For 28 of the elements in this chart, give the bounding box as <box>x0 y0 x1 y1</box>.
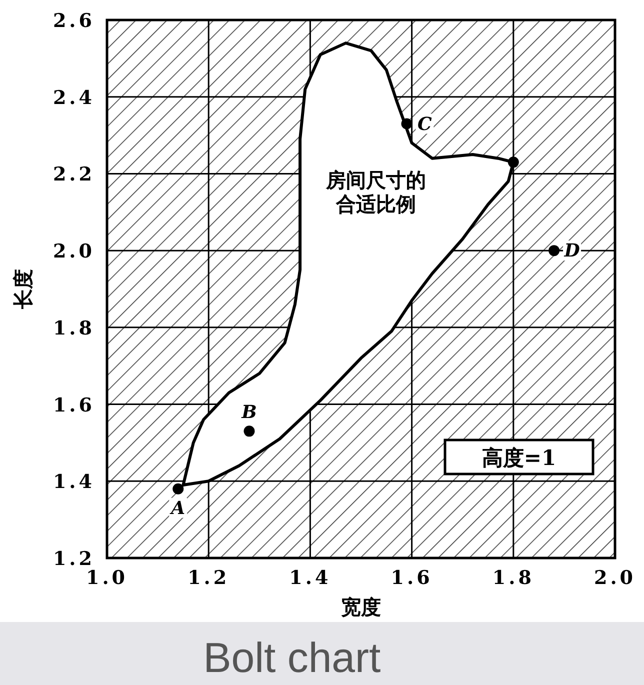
annotation: C <box>418 114 433 135</box>
annotation: A <box>169 498 186 519</box>
y-tick-label: 2.6 <box>52 10 95 32</box>
y-tick-label: 2.2 <box>52 164 95 186</box>
y-axis-title: 长度 <box>11 269 35 310</box>
x-tick-label: 1.0 <box>86 567 128 589</box>
point <box>244 426 255 437</box>
x-tick-label: 2.0 <box>594 567 636 589</box>
y-tick-label: 1.8 <box>52 317 95 340</box>
annotation: 高度=1 <box>482 445 556 470</box>
point <box>401 118 412 130</box>
x-tick-label: 1.8 <box>492 567 534 589</box>
point <box>172 483 184 494</box>
y-tick-label: 1.2 <box>52 548 95 570</box>
text: Bolt chart <box>203 634 382 681</box>
point <box>508 156 519 168</box>
y-tick-label: 1.4 <box>52 471 95 494</box>
annotation: 房间尺寸的合适比例 <box>325 168 426 216</box>
x-tick-label: 1.6 <box>390 567 433 589</box>
x-axis-title: 宽度 <box>341 595 381 619</box>
y-tick-label: 1.6 <box>52 394 95 416</box>
x-tick-label: 1.2 <box>188 567 230 589</box>
annotation: B <box>240 402 257 424</box>
annotation: D <box>563 240 580 262</box>
y-tick-label: 2.4 <box>52 86 95 109</box>
x-tick-label: 1.4 <box>289 567 332 589</box>
point <box>548 245 560 256</box>
y-tick-label: 2.0 <box>52 240 95 263</box>
